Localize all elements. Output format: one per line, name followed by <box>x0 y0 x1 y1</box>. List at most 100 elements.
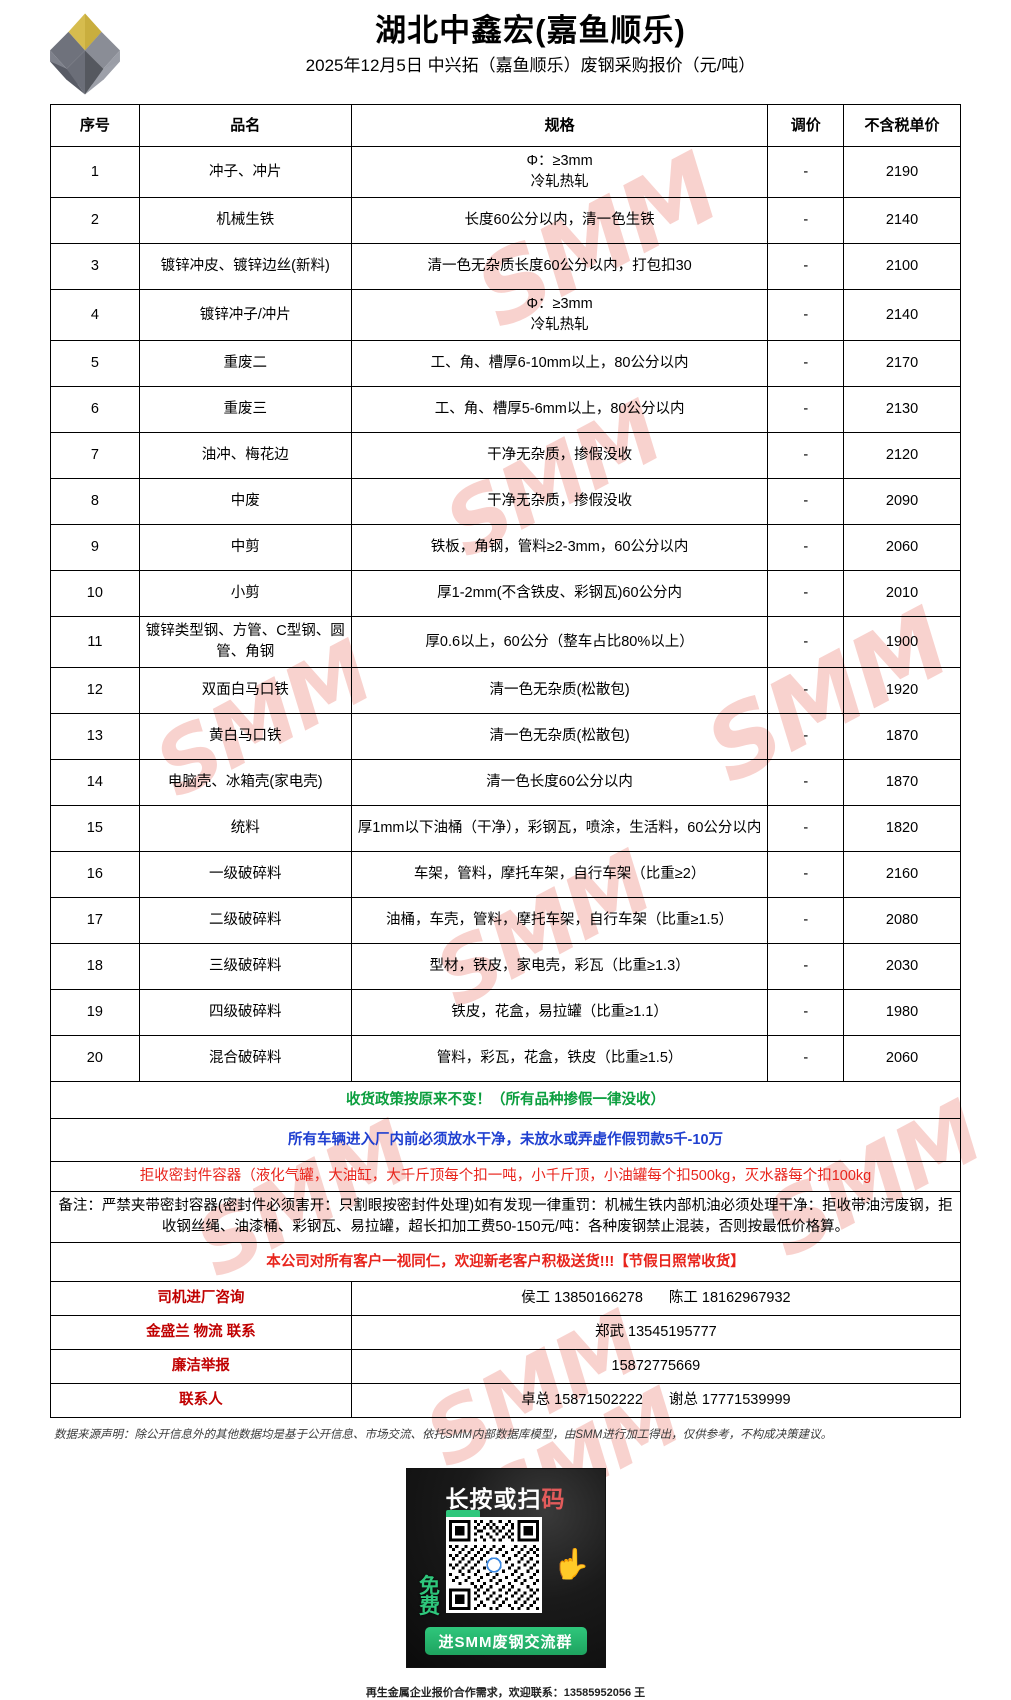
row-price-adjust: - <box>767 805 845 853</box>
row-unit-price: 2140 <box>843 289 961 342</box>
row-specification: 油桶，车壳，管料，摩托车架，自行车架（比重≥1.5） <box>350 897 769 945</box>
row-price-adjust: - <box>767 759 845 807</box>
row-unit-price: 2120 <box>843 432 961 480</box>
table-header-row: 序号 品名 规格 调价 不含税单价 <box>50 104 961 147</box>
row-unit-price: 2170 <box>843 340 961 388</box>
row-unit-price: 2140 <box>843 197 961 245</box>
row-unit-price: 2010 <box>843 570 961 618</box>
pointing-hand-icon: 👆 <box>553 1548 591 1582</box>
row-product-name: 电脑壳、冰箱壳(家电壳) <box>138 759 352 807</box>
row-index: 13 <box>50 713 140 761</box>
table-row: 14 电脑壳、冰箱壳(家电壳) 清一色长度60公分以内 -1870 <box>50 759 961 807</box>
row-unit-price: 2130 <box>843 386 961 434</box>
row-price-adjust: - <box>767 478 845 526</box>
join-group-button[interactable]: 进SMM废钢交流群 <box>424 1627 587 1656</box>
qr-tab-decoration <box>445 1510 480 1519</box>
table-row: 15 统料 厚1mm以下油桶（干净），彩钢瓦，喷涂，生活料，60公分以内 -1820 <box>50 805 961 853</box>
logo-container <box>0 6 170 100</box>
row-product-name: 一级破碎料 <box>138 851 352 899</box>
qr-headline-main: 长按或扫 <box>445 1487 542 1514</box>
row-index: 7 <box>50 432 140 480</box>
row-product-name: 双面白马口铁 <box>138 667 352 715</box>
qr-promo-block[interactable]: 长按或扫码 <box>405 1468 606 1669</box>
row-unit-price: 2190 <box>843 145 961 199</box>
title-block: 湖北中鑫宏(嘉鱼顺乐) 2025年12月5日 中兴拓（嘉鱼顺乐）废钢采购报价（元… <box>170 6 1011 79</box>
row-product-name: 黄白马口铁 <box>138 713 352 761</box>
row-price-adjust: - <box>767 1035 845 1083</box>
row-index: 18 <box>50 943 140 991</box>
notice-row-blue: 所有车辆进入厂内前必须放水干净，未放水或弄虚作假罚款5千-10万 <box>50 1118 961 1163</box>
contact-phone[interactable]: 13850166278 <box>554 1290 643 1307</box>
row-index: 20 <box>50 1035 140 1083</box>
row-index: 14 <box>50 759 140 807</box>
row-price-adjust: - <box>767 386 845 434</box>
row-specification: 清一色无杂质(松散包) <box>350 667 769 715</box>
contact-value: 15872775669 <box>350 1349 962 1385</box>
table-row: 20 混合破碎料 管料，彩瓦，花盒，铁皮（比重≥1.5） -2060 <box>50 1035 961 1083</box>
contact-person-name: 侯工 <box>521 1290 551 1307</box>
notice-row-red: 拒收密封件容器（液化气罐，大油缸，大千斤顶每个扣一吨，小千斤顶，小油罐每个扣50… <box>50 1161 961 1193</box>
row-specification: 工、角、槽厚5-6mm以上，80公分以内 <box>350 386 769 434</box>
contact-phone[interactable]: 18162967932 <box>701 1290 791 1307</box>
row-specification: Φ：≥3mm 冷轧热轧 <box>350 289 769 342</box>
row-price-adjust: - <box>767 289 845 342</box>
contact-label: 廉洁举报 <box>50 1349 352 1385</box>
row-index: 17 <box>50 897 140 945</box>
row-index: 10 <box>50 570 140 618</box>
contact-row: 联系人 卓总 15871502222 谢总 17771539999 <box>50 1383 962 1419</box>
table-row: 19 四级破碎料 铁皮，花盒，易拉罐（比重≥1.1） -1980 <box>50 989 961 1037</box>
row-specification: 干净无杂质，掺假没收 <box>350 478 769 526</box>
contact-phone[interactable]: 17771539999 <box>701 1392 791 1409</box>
table-row: 18 三级破碎料 型材，铁皮，家电壳，彩瓦（比重≥1.3） -2030 <box>50 943 961 991</box>
col-header-price: 不含税单价 <box>843 104 961 147</box>
row-unit-price: 1980 <box>843 989 961 1037</box>
qr-code-image[interactable] <box>445 1517 542 1614</box>
contact-phone[interactable]: 15872775669 <box>611 1358 701 1375</box>
table-header: 序号 品名 规格 调价 不含税单价 <box>50 104 961 147</box>
page-header: 湖北中鑫宏(嘉鱼顺乐) 2025年12月5日 中兴拓（嘉鱼顺乐）废钢采购报价（元… <box>0 0 1011 104</box>
row-index: 11 <box>50 616 140 669</box>
row-specification: 干净无杂质，掺假没收 <box>350 432 769 480</box>
row-index: 3 <box>50 243 140 291</box>
contact-person-name: 卓总 <box>521 1392 551 1409</box>
row-specification: 清一色无杂质长度60公分以内，打包扣30 <box>350 243 769 291</box>
table-row: 11 镀锌类型钢、方管、C型钢、圆管、角钢 厚0.6以上，60公分（整车占比80%以… <box>50 616 961 669</box>
row-price-adjust: - <box>767 616 845 669</box>
row-specification: 车架，管料，摩托车架，自行车架（比重≥2） <box>350 851 769 899</box>
row-unit-price: 2160 <box>843 851 961 899</box>
remark-text: 备注：严禁夹带密封容器(密封件必须害开：只割眼按密封件处理)如有发现一律重罚：机… <box>50 1191 961 1244</box>
contact-phone[interactable]: 13545195777 <box>628 1324 717 1341</box>
col-header-spec: 规格 <box>350 104 769 147</box>
price-table: 序号 品名 规格 调价 不含税单价 1 冲子、冲片 Φ：≥3mm 冷轧热轧 -2190 2… <box>50 104 962 1419</box>
row-price-adjust: - <box>767 340 845 388</box>
qr-card[interactable]: 长按或扫码 <box>405 1468 606 1669</box>
notice-body: 收货政策按原来不变！（所有品种掺假一律没收） 所有车辆进入厂内前必须放水干净，未… <box>50 1081 961 1283</box>
contact-phone[interactable]: 15871502222 <box>554 1392 643 1409</box>
col-header-adjust: 调价 <box>767 104 845 147</box>
data-source-disclaimer: 数据来源声明：除公开信息外的其他数据均是基于公开信息、市场交流、依托SMM内部数… <box>54 1429 833 1442</box>
table-row: 4 镀锌冲子/冲片 Φ：≥3mm 冷轧热轧 -2140 <box>50 289 961 342</box>
free-badge: 免费 <box>419 1575 440 1618</box>
table-row: 6 重废三 工、角、槽厚5-6mm以上，80公分以内 -2130 <box>50 386 961 434</box>
notice-red-text: 拒收密封件容器（液化气罐，大油缸，大千斤顶每个扣一吨，小千斤顶，小油罐每个扣50… <box>50 1161 961 1193</box>
row-specification: 厚1-2mm(不含铁皮、彩钢瓦)60公分内 <box>350 570 769 618</box>
qr-headline-accent: 码 <box>541 1487 566 1514</box>
diamond-gem-logo-icon <box>50 13 120 95</box>
contact-label: 金盛兰 物流 联系 <box>50 1315 352 1351</box>
row-specification: 厚1mm以下油桶（干净），彩钢瓦，喷涂，生活料，60公分以内 <box>350 805 769 853</box>
table-row: 10 小剪 厚1-2mm(不含铁皮、彩钢瓦)60公分内 -2010 <box>50 570 961 618</box>
row-product-name: 冲子、冲片 <box>138 145 352 199</box>
row-index: 9 <box>50 524 140 572</box>
row-price-adjust: - <box>767 713 845 761</box>
row-price-adjust: - <box>767 197 845 245</box>
row-price-adjust: - <box>767 989 845 1037</box>
table-row: 17 二级破碎料 油桶，车壳，管料，摩托车架，自行车架（比重≥1.5） -2080 <box>50 897 961 945</box>
spec-line-1: Φ：≥3mm <box>526 296 593 313</box>
row-index: 4 <box>50 289 140 342</box>
row-unit-price: 1820 <box>843 805 961 853</box>
row-price-adjust: - <box>767 524 845 572</box>
row-product-name: 混合破碎料 <box>138 1035 352 1083</box>
table-row: 5 重废二 工、角、槽厚6-10mm以上，80公分以内 -2170 <box>50 340 961 388</box>
row-specification: 型材，铁皮，家电壳，彩瓦（比重≥1.3） <box>350 943 769 991</box>
